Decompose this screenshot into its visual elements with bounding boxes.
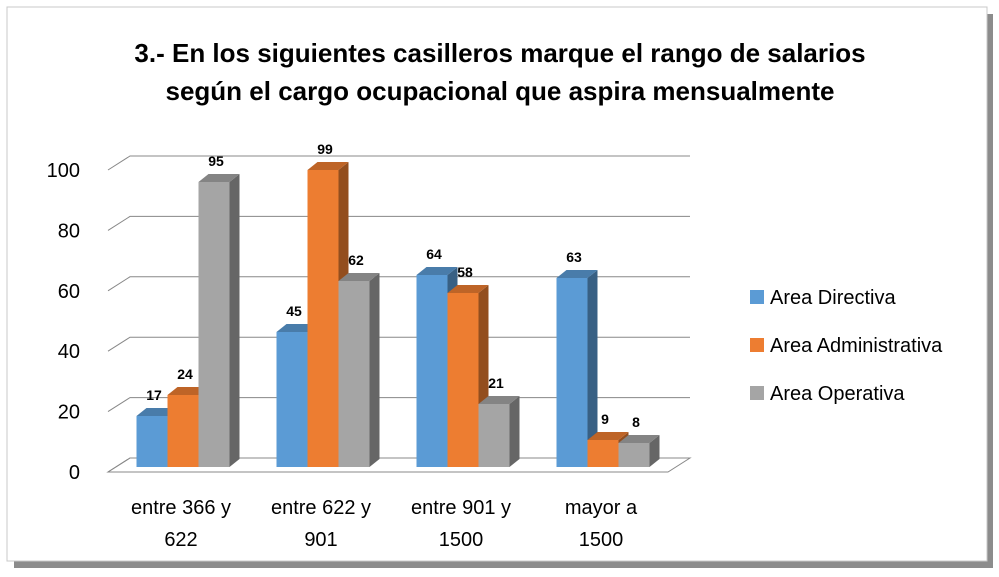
data-label: 21	[488, 375, 504, 391]
legend-label: Area Administrativa	[770, 335, 943, 357]
bar-side	[587, 270, 598, 467]
bar-top	[618, 435, 660, 443]
bar-front	[447, 293, 479, 467]
bar-front	[587, 440, 619, 467]
bar-top	[198, 174, 240, 182]
grid-line	[107, 336, 690, 352]
x-tick-label: entre 366 y 622	[131, 497, 231, 551]
bar	[338, 273, 380, 467]
bar	[556, 270, 598, 467]
legend-label: Area Directiva	[770, 287, 896, 309]
data-label: 24	[177, 366, 193, 382]
x-tick-label: entre 622 y 901	[271, 497, 371, 551]
bar-front	[416, 275, 448, 467]
data-label: 64	[426, 246, 442, 262]
data-label: 45	[286, 303, 302, 319]
y-tick-label: 40	[58, 341, 80, 363]
bar-side	[369, 273, 380, 467]
bar-front	[338, 281, 370, 467]
data-label: 9	[601, 411, 609, 427]
y-tick-label: 60	[58, 281, 80, 303]
bar-top	[136, 408, 178, 416]
bar-top	[276, 324, 318, 332]
x-tick-label: entre 901 y 1500	[411, 497, 511, 551]
data-label: 17	[146, 387, 162, 403]
bar-top	[447, 285, 489, 293]
bar-front	[478, 404, 510, 467]
bar-top	[587, 432, 629, 440]
chart-title: 3.- En los siguientes casilleros marque …	[134, 38, 865, 106]
bar-top	[307, 162, 349, 170]
bar-side	[229, 174, 240, 467]
grid-line	[107, 276, 690, 292]
data-label: 95	[208, 153, 224, 169]
x-tick-label: mayor a 1500	[565, 497, 638, 551]
legend-swatch	[750, 338, 764, 352]
bar-front	[556, 278, 588, 467]
bar	[478, 396, 520, 467]
bar-side	[649, 435, 660, 467]
y-tick-label: 80	[58, 220, 80, 242]
bar-front	[307, 170, 339, 467]
grid-line	[107, 155, 690, 171]
bar-front	[136, 416, 168, 467]
bar-front	[167, 395, 199, 467]
bar-front	[198, 182, 230, 467]
data-label: 63	[566, 249, 582, 265]
grid-line	[107, 215, 690, 231]
bar	[198, 174, 240, 467]
bar-front	[276, 332, 308, 467]
legend-swatch	[750, 386, 764, 400]
frame	[6, 6, 988, 562]
bar-top	[556, 270, 598, 278]
bar-front	[618, 443, 650, 467]
bar-top	[478, 396, 520, 404]
data-label: 62	[348, 252, 364, 268]
bar	[447, 285, 489, 467]
y-tick-label: 20	[58, 402, 80, 424]
legend-swatch	[750, 290, 764, 304]
legend-label: Area Operativa	[770, 383, 905, 405]
y-tick-label: 0	[69, 462, 80, 484]
data-label: 58	[457, 264, 473, 280]
data-label: 99	[317, 141, 333, 157]
bar-top	[338, 273, 380, 281]
bar-top	[416, 267, 458, 275]
y-tick-label: 100	[47, 160, 80, 182]
data-label: 8	[632, 414, 640, 430]
bar-top	[167, 387, 209, 395]
bar	[618, 435, 660, 467]
bar-side	[509, 396, 520, 467]
